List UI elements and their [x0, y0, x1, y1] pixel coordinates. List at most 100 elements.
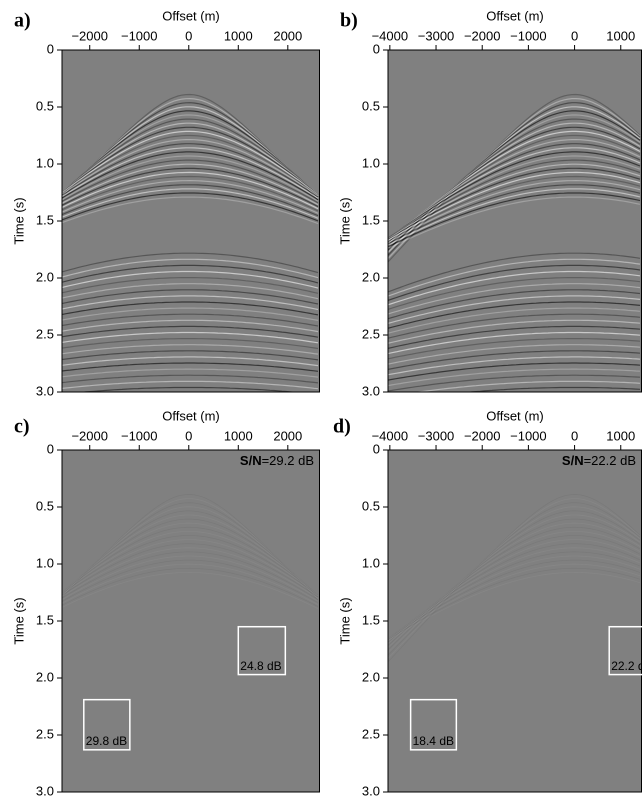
- texture-line: [388, 362, 641, 381]
- texture-line: [62, 319, 319, 333]
- texture-line: [62, 167, 319, 208]
- x-tick-label: −1000: [121, 28, 158, 43]
- x-tick-label: −2000: [71, 428, 108, 443]
- y-tick-label: 3.0: [36, 783, 54, 798]
- texture-line: [62, 535, 319, 596]
- texture-line: [62, 118, 319, 195]
- texture: [62, 494, 319, 610]
- texture-line: [62, 331, 319, 344]
- texture-line: [62, 102, 319, 198]
- texture-line: [388, 319, 641, 344]
- region-box: [83, 698, 131, 751]
- x-tick-label: −2000: [71, 28, 108, 43]
- y-tick-label: 1.5: [36, 612, 54, 627]
- texture-line: [388, 539, 641, 640]
- texture-line: [62, 147, 319, 199]
- snr-annotation: S/N=22.2 dB: [562, 453, 636, 468]
- texture-line: [388, 551, 641, 639]
- texture-line: [62, 394, 318, 401]
- x-tick-label: −3000: [418, 28, 455, 43]
- texture-line: [62, 134, 319, 196]
- texture-line: [388, 494, 641, 663]
- texture-line: [62, 301, 319, 316]
- texture-line: [388, 356, 641, 376]
- texture-line: [388, 559, 641, 639]
- texture: [62, 93, 319, 407]
- texture-line: [388, 535, 641, 641]
- texture-line: [62, 502, 319, 598]
- image-background: [62, 450, 320, 792]
- y-tick-label: 1.0: [36, 155, 54, 170]
- texture-line: [388, 167, 641, 241]
- x-tick-label: 1000: [606, 28, 635, 43]
- texture-line: [388, 196, 641, 250]
- texture-line: [62, 506, 319, 597]
- texture-line: [388, 175, 641, 242]
- texture-line: [388, 98, 641, 259]
- texture-line: [62, 374, 319, 384]
- texture-line: [62, 264, 319, 284]
- texture-line: [62, 380, 319, 390]
- panel: b) Offset (m) Time (s) −4000 −3000 −2000 −1000…: [337, 8, 642, 408]
- texture-line: [62, 163, 319, 206]
- texture-line: [388, 518, 641, 646]
- region-label: 24.8 dB: [240, 659, 281, 673]
- texture-line: [62, 400, 318, 407]
- region-box: [409, 698, 458, 751]
- x-tick-label: 0: [185, 28, 192, 43]
- texture-line: [62, 313, 319, 327]
- texture-line: [62, 325, 319, 338]
- texture-line: [388, 130, 641, 242]
- image-background: [388, 450, 642, 792]
- texture-line: [62, 510, 319, 596]
- y-tick-label: 0: [373, 441, 380, 456]
- texture-line: [388, 313, 641, 339]
- texture-line: [388, 522, 641, 645]
- texture-line: [62, 344, 319, 355]
- texture-line: [388, 394, 640, 408]
- region-box: [237, 625, 287, 676]
- texture-line: [388, 159, 641, 239]
- texture-line: [388, 344, 641, 365]
- panel: d) Offset (m) Time (s) −4000 −3000 −2000 −1000…: [333, 408, 642, 798]
- texture-line: [388, 155, 641, 239]
- texture-line: [388, 171, 641, 241]
- x-tick-label: 2000: [273, 428, 302, 443]
- texture-line: [62, 522, 319, 595]
- snr-label: S/N: [562, 453, 584, 468]
- texture-line: [62, 277, 319, 294]
- texture-line: [388, 184, 641, 245]
- texture-line: [62, 97, 319, 200]
- texture-line: [62, 289, 319, 305]
- y-axis-label: Time (s): [11, 197, 26, 244]
- y-tick-label: 3.0: [362, 383, 380, 398]
- y-tick-label: 2.0: [36, 669, 54, 684]
- texture-line: [62, 571, 319, 610]
- texture-line: [62, 122, 319, 195]
- y-tick-label: 3.0: [36, 383, 54, 398]
- y-axis-label: Time (s): [11, 597, 26, 644]
- texture-line: [62, 151, 319, 201]
- panel-label: d): [333, 416, 351, 438]
- y-tick-label: 2.0: [362, 669, 380, 684]
- texture-line: [62, 368, 319, 378]
- texture-line: [388, 118, 641, 246]
- texture-line: [62, 307, 319, 321]
- texture: [388, 494, 641, 663]
- texture-line: [388, 502, 641, 656]
- y-tick-label: 2.5: [36, 326, 54, 341]
- texture-line: [388, 106, 641, 253]
- texture-line: [62, 184, 319, 217]
- texture-line: [62, 196, 319, 225]
- texture-line: [62, 362, 319, 372]
- texture-line: [62, 283, 319, 300]
- x-tick-label: −1000: [121, 428, 158, 443]
- texture-line: [62, 356, 319, 367]
- texture-line: [388, 563, 641, 640]
- texture-line: [62, 188, 319, 219]
- y-axis-label: Time (s): [337, 597, 352, 644]
- panel-label: a): [14, 10, 31, 32]
- snr-annotation: S/N=29.2 dB: [240, 453, 314, 468]
- region-box: [608, 625, 642, 676]
- panel: a) Offset (m) Time (s) −2000 −1000 0 1000 2000 0…: [11, 8, 320, 407]
